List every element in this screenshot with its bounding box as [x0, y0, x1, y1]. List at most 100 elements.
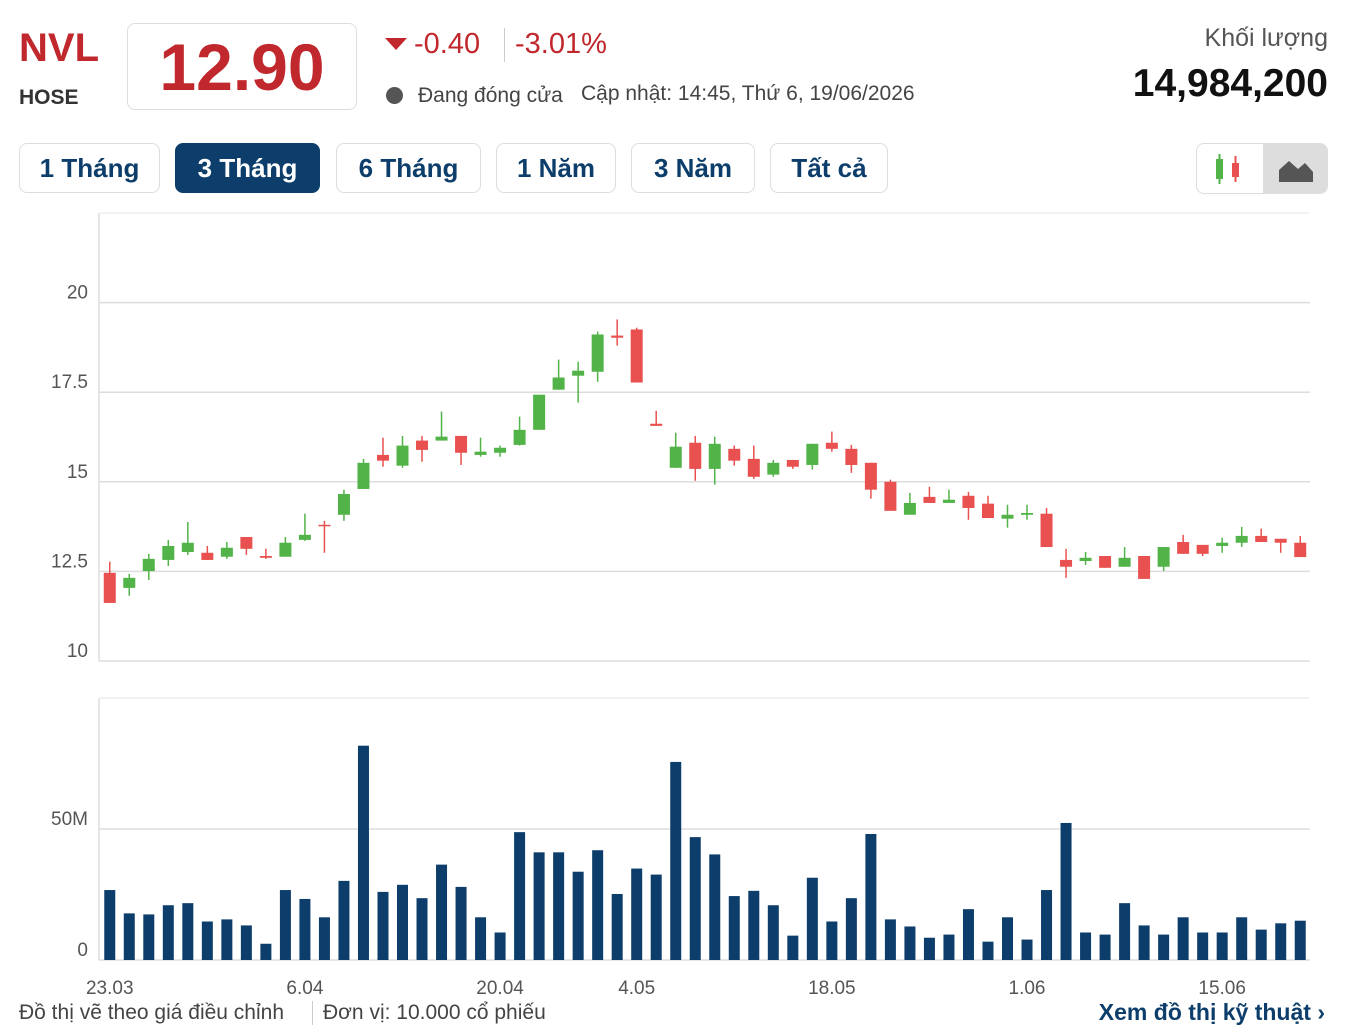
candle-body	[552, 377, 565, 390]
range-tab[interactable]: Tất cả	[770, 143, 888, 193]
volume-bar	[1021, 939, 1033, 960]
volume-bar	[865, 833, 877, 960]
x-tick-label: 15.06	[1198, 978, 1246, 999]
candle-body	[884, 481, 897, 511]
volume-bar	[260, 943, 272, 960]
range-tab[interactable]: 1 Năm	[496, 143, 616, 193]
candle-body	[1157, 547, 1170, 567]
range-tab[interactable]: 1 Tháng	[19, 143, 160, 193]
candle-body	[1099, 555, 1112, 568]
candle-body	[1040, 513, 1053, 548]
candle-body	[591, 334, 604, 372]
volume-bar	[494, 932, 506, 960]
volume-bar	[1099, 934, 1111, 960]
volume: 14,984,200	[1132, 62, 1328, 105]
candle-body	[942, 499, 955, 503]
separator	[312, 1001, 313, 1025]
candle-body	[786, 459, 799, 467]
status: Đang đóng cửa	[418, 84, 563, 107]
candle-body	[747, 458, 760, 477]
range-tab[interactable]: 3 Năm	[631, 143, 755, 193]
volume-bar	[592, 850, 604, 960]
candle-body	[572, 370, 585, 376]
volume-bar	[728, 896, 740, 960]
volume-bar	[162, 905, 174, 960]
volume-bar	[689, 837, 701, 960]
volume-bar	[338, 880, 350, 960]
x-tick-label: 6.04	[286, 978, 323, 999]
candle-body	[220, 547, 233, 557]
volume-bar	[279, 890, 291, 960]
volume-bar	[221, 919, 233, 960]
volume-bar	[182, 903, 194, 960]
candle-body	[435, 436, 448, 441]
volume-bar	[1177, 917, 1189, 960]
volume-bar	[318, 917, 330, 960]
x-tick-label: 20.04	[476, 978, 524, 999]
candle-body	[298, 534, 311, 540]
volume-bar	[1275, 923, 1287, 960]
candle-body	[396, 445, 409, 466]
y-tick-label: 20	[67, 283, 88, 304]
volume-bar	[397, 884, 408, 960]
change-percent: -3.01%	[515, 28, 607, 60]
down-arrow	[385, 38, 407, 50]
tech-link-text[interactable]: Xem đồ thị kỹ thuật	[1098, 999, 1311, 1025]
volume-bar	[631, 868, 643, 960]
volume-bar	[201, 921, 213, 960]
y-tick-label: 17.5	[51, 372, 88, 393]
candle-body	[259, 555, 272, 558]
x-tick-label: 18.05	[808, 978, 856, 999]
candle-body	[376, 454, 389, 461]
volume-bar	[357, 745, 369, 960]
candle-body	[474, 451, 487, 455]
candle-body	[708, 443, 721, 469]
y-tick-label: 50M	[51, 809, 88, 830]
candle-body	[981, 503, 994, 518]
volume-bar	[1294, 920, 1306, 960]
candle-body	[825, 442, 838, 449]
candle-body	[533, 394, 546, 430]
candle-body	[201, 552, 214, 560]
candle-body	[416, 440, 429, 450]
candle-body	[1138, 555, 1151, 579]
volume-bar	[826, 921, 838, 960]
volume-bar	[806, 877, 818, 960]
candle-body	[494, 447, 507, 453]
volume-bar	[1119, 903, 1131, 960]
candle-body	[337, 493, 350, 515]
volume-bar	[572, 871, 584, 960]
volume-bar	[650, 874, 662, 960]
volume-bar	[1158, 934, 1170, 960]
candle-body	[1021, 512, 1034, 515]
volume-bar	[611, 893, 623, 960]
volume-bar	[436, 864, 448, 960]
chart-type-switch	[1196, 143, 1328, 194]
volume-label: Khối lượng	[1204, 24, 1328, 52]
volume-bar	[767, 905, 779, 960]
status-dot	[386, 87, 403, 104]
candle-body	[455, 435, 468, 453]
candle-body	[1274, 538, 1287, 543]
area-button[interactable]	[1263, 144, 1328, 194]
candle-body	[1235, 535, 1248, 543]
range-tab[interactable]: 3 Tháng	[175, 143, 320, 193]
volume-bar	[475, 917, 487, 960]
tech-link[interactable]: Xem đồ thị kỹ thuật ›	[1098, 999, 1325, 1025]
range-tab[interactable]: 6 Tháng	[336, 143, 481, 193]
candle-body	[903, 502, 916, 515]
candle-body	[181, 542, 194, 553]
volume-bar	[123, 913, 135, 960]
x-tick-label: 23.03	[86, 978, 134, 999]
volume-bar	[943, 934, 955, 960]
volume-bar	[416, 898, 428, 960]
volume-bar	[709, 854, 721, 960]
volume-bar	[1060, 822, 1072, 960]
candle-body	[357, 462, 370, 489]
candle-body	[923, 496, 936, 503]
y-tick-label: 10	[67, 641, 88, 662]
volume-bar	[1138, 925, 1150, 960]
volume-bar	[884, 919, 896, 960]
candle-body	[1216, 542, 1229, 546]
candle-button[interactable]	[1197, 144, 1263, 194]
